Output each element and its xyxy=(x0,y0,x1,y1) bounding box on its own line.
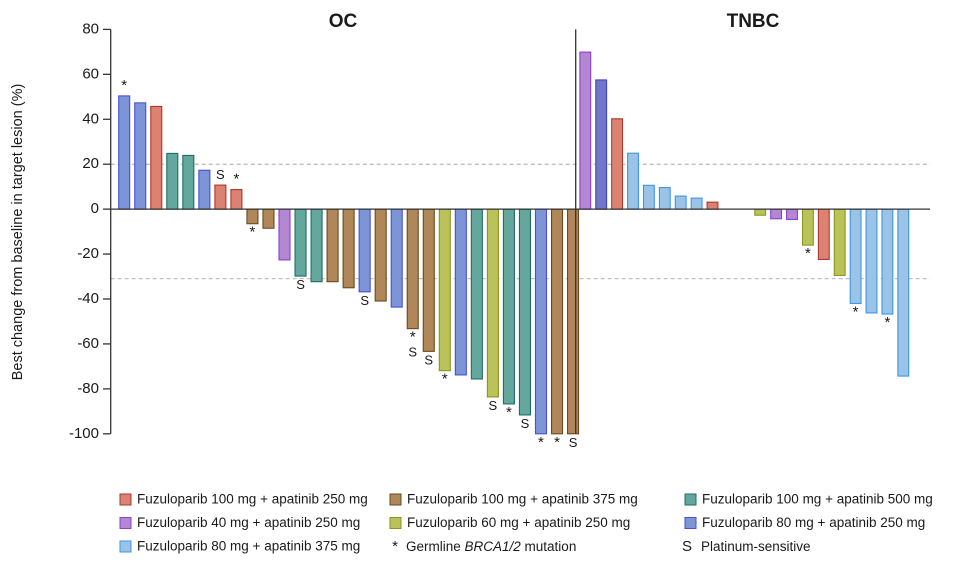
svg-text:S: S xyxy=(408,345,417,360)
svg-text:S: S xyxy=(489,398,498,413)
svg-text:S: S xyxy=(521,416,530,431)
svg-text:S: S xyxy=(682,538,692,555)
svg-text:S: S xyxy=(424,352,433,367)
svg-text:S: S xyxy=(296,277,305,292)
svg-text:*: * xyxy=(392,538,398,555)
svg-text:*: * xyxy=(805,245,811,262)
svg-text:*: * xyxy=(410,329,416,346)
svg-text:*: * xyxy=(538,434,544,451)
svg-text:-100: -100 xyxy=(69,425,99,442)
svg-text:0: 0 xyxy=(91,200,99,217)
svg-text:Fuzuloparib 60 mg + apatinib 2: Fuzuloparib 60 mg + apatinib 250 mg xyxy=(407,515,630,530)
svg-text:Fuzuloparib 100 mg + apatinib: Fuzuloparib 100 mg + apatinib 500 mg xyxy=(702,492,933,507)
svg-text:40: 40 xyxy=(82,110,99,127)
svg-text:S: S xyxy=(569,435,578,450)
svg-text:S: S xyxy=(360,293,369,308)
svg-text:-20: -20 xyxy=(77,245,99,262)
svg-text:*: * xyxy=(442,371,448,388)
svg-text:Fuzuloparib 100 mg + apatinib: Fuzuloparib 100 mg + apatinib 375 mg xyxy=(407,492,638,507)
svg-text:*: * xyxy=(554,434,560,451)
svg-text:*: * xyxy=(233,171,239,188)
svg-text:20: 20 xyxy=(82,155,99,172)
svg-text:*: * xyxy=(250,224,256,241)
svg-text:60: 60 xyxy=(82,65,99,82)
svg-text:S: S xyxy=(216,167,225,182)
svg-text:-60: -60 xyxy=(77,335,99,352)
svg-text:Best change from baseline in t: Best change from baseline in target lesi… xyxy=(10,84,26,381)
svg-text:TNBC: TNBC xyxy=(727,11,780,32)
svg-text:Fuzuloparib 80 mg + apatinib 3: Fuzuloparib 80 mg + apatinib 375 mg xyxy=(137,539,360,554)
svg-text:Fuzuloparib 100 mg + apatinib: Fuzuloparib 100 mg + apatinib 250 mg xyxy=(137,492,368,507)
svg-text:Germline BRCA1/2 mutation: Germline BRCA1/2 mutation xyxy=(406,539,576,554)
svg-text:*: * xyxy=(121,77,127,94)
svg-text:*: * xyxy=(884,314,890,331)
svg-text:*: * xyxy=(506,404,512,421)
svg-text:OC: OC xyxy=(329,11,358,32)
svg-text:Platinum-sensitive: Platinum-sensitive xyxy=(701,539,811,554)
svg-text:Fuzuloparib 40 mg + apatinib 2: Fuzuloparib 40 mg + apatinib 250 mg xyxy=(137,515,360,530)
svg-text:Fuzuloparib 80 mg + apatinib 2: Fuzuloparib 80 mg + apatinib 250 mg xyxy=(702,515,925,530)
svg-text:-40: -40 xyxy=(77,290,99,307)
svg-text:-80: -80 xyxy=(77,380,99,397)
svg-text:*: * xyxy=(853,303,859,320)
svg-text:80: 80 xyxy=(82,20,99,37)
